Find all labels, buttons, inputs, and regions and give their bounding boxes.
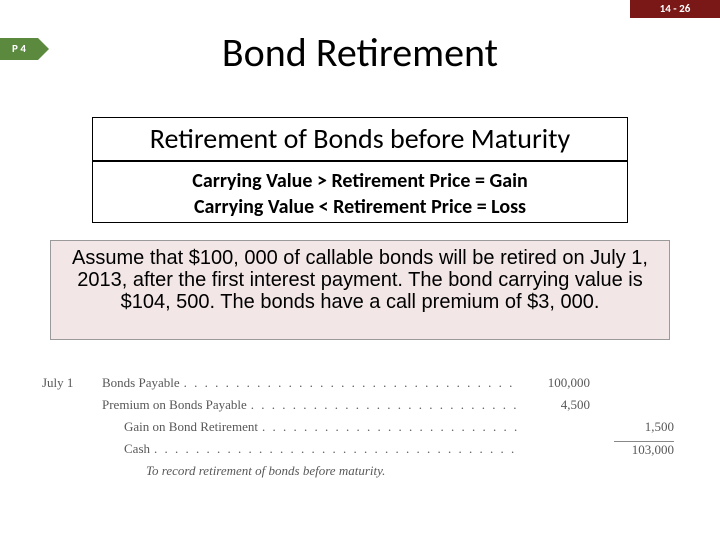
rule-loss: Carrying Value < Retirement Price = Loss <box>93 194 627 220</box>
slide-number: 14 - 26 <box>630 0 720 18</box>
journal-date: July 1 <box>42 375 102 391</box>
journal-account: Premium on Bonds Payable . . . . . . . .… <box>102 397 518 413</box>
journal-row: Gain on Bond Retirement . . . . . . . . … <box>42 416 678 438</box>
journal-row: Premium on Bonds Payable . . . . . . . .… <box>42 394 678 416</box>
journal-row: July 1 Bonds Payable . . . . . . . . . .… <box>42 372 678 394</box>
journal-entry: July 1 Bonds Payable . . . . . . . . . .… <box>42 372 678 482</box>
journal-account: Cash . . . . . . . . . . . . . . . . . .… <box>102 441 518 457</box>
credit-amount: 103,000 <box>598 441 678 458</box>
leader-dots: . . . . . . . . . . . . . . . . . . . . … <box>247 397 518 413</box>
journal-account: Gain on Bond Retirement . . . . . . . . … <box>102 419 518 435</box>
rule-gain: Carrying Value > Retirement Price = Gain <box>93 168 627 194</box>
journal-memo-row: To record retirement of bonds before mat… <box>42 460 678 482</box>
account-name: Bonds Payable <box>102 375 180 391</box>
debit-amount: 100,000 <box>518 375 598 391</box>
rules-box: Carrying Value > Retirement Price = Gain… <box>92 161 628 223</box>
account-name: Cash <box>124 441 150 457</box>
leader-dots: . . . . . . . . . . . . . . . . . . . . … <box>258 419 518 435</box>
journal-account: Bonds Payable . . . . . . . . . . . . . … <box>102 375 518 391</box>
journal-row: Cash . . . . . . . . . . . . . . . . . .… <box>42 438 678 460</box>
credit-amount: 1,500 <box>598 419 678 435</box>
leader-dots: . . . . . . . . . . . . . . . . . . . . … <box>180 375 518 391</box>
leader-dots: . . . . . . . . . . . . . . . . . . . . … <box>150 441 518 457</box>
journal-memo: To record retirement of bonds before mat… <box>102 463 518 479</box>
subtitle-box: Retirement of Bonds before Maturity <box>92 117 628 161</box>
debit-amount: 4,500 <box>518 397 598 413</box>
account-name: Premium on Bonds Payable <box>102 397 247 413</box>
account-name: Gain on Bond Retirement <box>124 419 258 435</box>
assumption-box: Assume that $100, 000 of callable bonds … <box>50 240 670 340</box>
page-title: Bond Retirement <box>0 28 720 77</box>
